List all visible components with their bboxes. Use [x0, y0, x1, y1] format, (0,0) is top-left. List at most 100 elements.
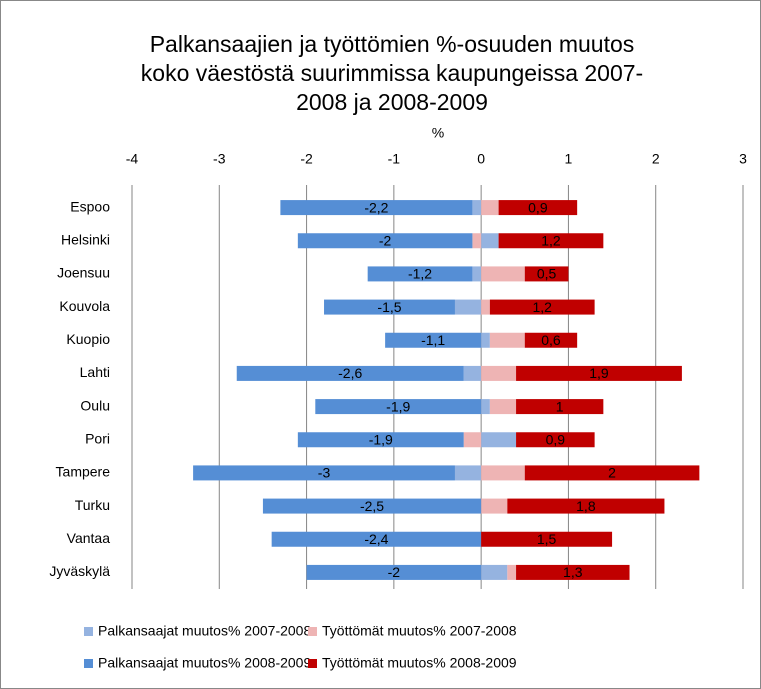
y-tick-label: Joensuu	[57, 265, 110, 281]
data-label: -1,9	[386, 398, 410, 414]
y-tick-label: Oulu	[80, 397, 110, 413]
bar	[454, 299, 482, 315]
data-label: -1,2	[408, 266, 432, 282]
bar	[236, 365, 464, 381]
bar	[297, 432, 464, 448]
bar	[367, 266, 473, 282]
data-label: -2	[379, 232, 392, 248]
legend-marker	[308, 659, 317, 668]
bar	[385, 332, 482, 348]
bar	[481, 233, 499, 249]
y-tick-label: Helsinki	[61, 231, 110, 247]
data-label: 0,9	[546, 431, 566, 447]
bar	[516, 564, 630, 580]
bar	[193, 465, 455, 481]
bar	[454, 465, 482, 481]
x-tick-label: 2	[652, 151, 660, 167]
bar	[315, 399, 482, 415]
x-axis-label: %	[432, 125, 444, 141]
data-label: -2,6	[338, 365, 362, 381]
bar	[489, 332, 525, 348]
data-label: 1,8	[576, 498, 596, 514]
bar	[306, 564, 482, 580]
y-tick-label: Kuopio	[66, 331, 110, 347]
data-label: -2,5	[360, 498, 384, 514]
bar	[481, 200, 499, 216]
legend-label: Työttömät muutos% 2007-2008	[322, 623, 517, 639]
legend-label: Palkansaajat muutos% 2007-2008	[98, 623, 311, 639]
data-label: -2,2	[364, 199, 388, 215]
bar	[498, 233, 604, 249]
data-label: 0,5	[537, 266, 557, 282]
bar	[463, 365, 482, 381]
bar	[481, 432, 517, 448]
bar	[481, 332, 490, 348]
bar	[489, 399, 517, 415]
bar	[472, 200, 482, 216]
legend-marker	[84, 627, 93, 636]
bar	[481, 465, 525, 481]
bar	[481, 365, 517, 381]
bar	[507, 498, 665, 514]
bar	[472, 233, 482, 249]
chart-title: 2008 ja 2008-2009	[296, 89, 488, 115]
bar	[524, 465, 700, 481]
bar	[280, 200, 473, 216]
y-tick-label: Turku	[75, 497, 110, 513]
bar	[507, 564, 517, 580]
bar	[472, 266, 482, 282]
bar	[271, 531, 482, 547]
data-label: 0,6	[541, 332, 561, 348]
bar	[324, 299, 455, 315]
data-label: -1,9	[369, 431, 393, 447]
data-label: 1,2	[533, 299, 553, 315]
bar	[481, 399, 490, 415]
y-tick-label: Jyväskylä	[49, 563, 110, 579]
y-tick-label: Kouvola	[59, 298, 110, 314]
legend-marker	[308, 627, 317, 636]
bar	[481, 564, 508, 580]
bar	[516, 399, 604, 415]
x-tick-label: 1	[565, 151, 573, 167]
y-tick-label: Pori	[85, 430, 110, 446]
y-tick-label: Espoo	[70, 198, 110, 214]
bar	[262, 498, 482, 514]
data-label: -2,4	[364, 531, 388, 547]
chart-title: koko väestöstä suurimmissa kaupungeissa …	[141, 60, 643, 86]
data-label: 0,9	[528, 199, 548, 215]
data-label: 2	[608, 465, 616, 481]
data-label: -3	[318, 465, 331, 481]
legend-marker	[84, 659, 93, 668]
data-label: 1	[556, 398, 564, 414]
bar	[481, 531, 613, 547]
data-label: -1,5	[377, 299, 401, 315]
bar	[489, 299, 595, 315]
bar	[498, 200, 578, 216]
bar	[481, 299, 490, 315]
bar	[297, 233, 473, 249]
data-label: 1,3	[563, 564, 583, 580]
y-tick-label: Lahti	[80, 364, 110, 380]
x-tick-label: -1	[388, 151, 401, 167]
bar	[524, 266, 569, 282]
x-tick-label: -4	[126, 151, 139, 167]
bar	[481, 266, 525, 282]
bar	[516, 365, 682, 381]
x-tick-label: -2	[300, 151, 313, 167]
data-label: 1,5	[537, 531, 557, 547]
bar	[524, 332, 578, 348]
bar	[463, 432, 482, 448]
data-label: -1,1	[421, 332, 445, 348]
data-label: 1,9	[589, 365, 609, 381]
data-label: -2	[388, 564, 401, 580]
legend-label: Työttömät muutos% 2008-2009	[322, 655, 517, 671]
legend-label: Palkansaajat muutos% 2008-2009	[98, 655, 311, 671]
x-tick-label: 3	[739, 151, 747, 167]
bar	[516, 432, 595, 448]
chart-title: Palkansaajien ja työttömien %-osuuden mu…	[150, 31, 635, 57]
y-tick-label: Vantaa	[67, 530, 111, 546]
y-tick-label: Tampere	[56, 464, 111, 480]
data-label: 1,2	[541, 232, 561, 248]
bar	[481, 498, 508, 514]
